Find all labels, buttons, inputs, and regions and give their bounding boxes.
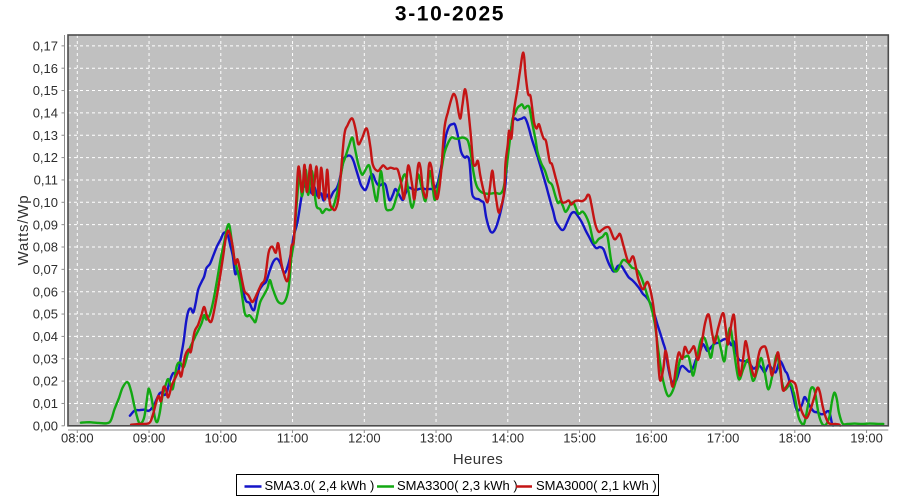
- svg-text:3-10-2025: 3-10-2025: [395, 3, 505, 26]
- svg-text:0,13: 0,13: [33, 128, 58, 143]
- svg-text:0,10: 0,10: [33, 195, 58, 210]
- svg-text:Heures: Heures: [453, 451, 503, 468]
- svg-text:17:00: 17:00: [707, 431, 740, 446]
- svg-text:0,12: 0,12: [33, 150, 58, 165]
- svg-text:11:00: 11:00: [277, 431, 309, 446]
- svg-text:0,02: 0,02: [33, 374, 58, 389]
- svg-text:0,05: 0,05: [33, 307, 58, 322]
- svg-text:SMA3.0( 2,4 kWh ): SMA3.0( 2,4 kWh ): [265, 478, 375, 493]
- svg-text:09:00: 09:00: [133, 431, 166, 446]
- svg-text:14:00: 14:00: [492, 431, 525, 446]
- svg-text:0,00: 0,00: [33, 418, 58, 433]
- svg-text:13:00: 13:00: [420, 431, 453, 446]
- svg-text:08:00: 08:00: [61, 431, 94, 446]
- svg-text:0,03: 0,03: [33, 351, 58, 366]
- svg-text:0,17: 0,17: [33, 38, 58, 53]
- svg-text:12:00: 12:00: [348, 431, 381, 446]
- svg-text:0,14: 0,14: [33, 106, 58, 121]
- svg-text:SMA3000( 2,1 kWh ): SMA3000( 2,1 kWh ): [536, 478, 657, 493]
- svg-text:0,11: 0,11: [34, 173, 58, 188]
- svg-text:0,08: 0,08: [33, 240, 58, 255]
- svg-text:0,01: 0,01: [33, 396, 58, 411]
- svg-text:0,07: 0,07: [33, 262, 58, 277]
- svg-text:0,09: 0,09: [33, 217, 58, 232]
- svg-text:0,16: 0,16: [33, 61, 58, 76]
- svg-text:16:00: 16:00: [635, 431, 668, 446]
- svg-text:0,15: 0,15: [33, 83, 58, 98]
- svg-text:10:00: 10:00: [205, 431, 238, 446]
- svg-text:15:00: 15:00: [563, 431, 596, 446]
- svg-text:SMA3300( 2,3 kWh ): SMA3300( 2,3 kWh ): [397, 478, 518, 493]
- svg-text:19:00: 19:00: [850, 431, 883, 446]
- svg-text:0,04: 0,04: [33, 329, 58, 344]
- svg-text:0,06: 0,06: [33, 284, 58, 299]
- svg-text:18:00: 18:00: [779, 431, 812, 446]
- svg-text:Watts/Wp: Watts/Wp: [15, 195, 32, 266]
